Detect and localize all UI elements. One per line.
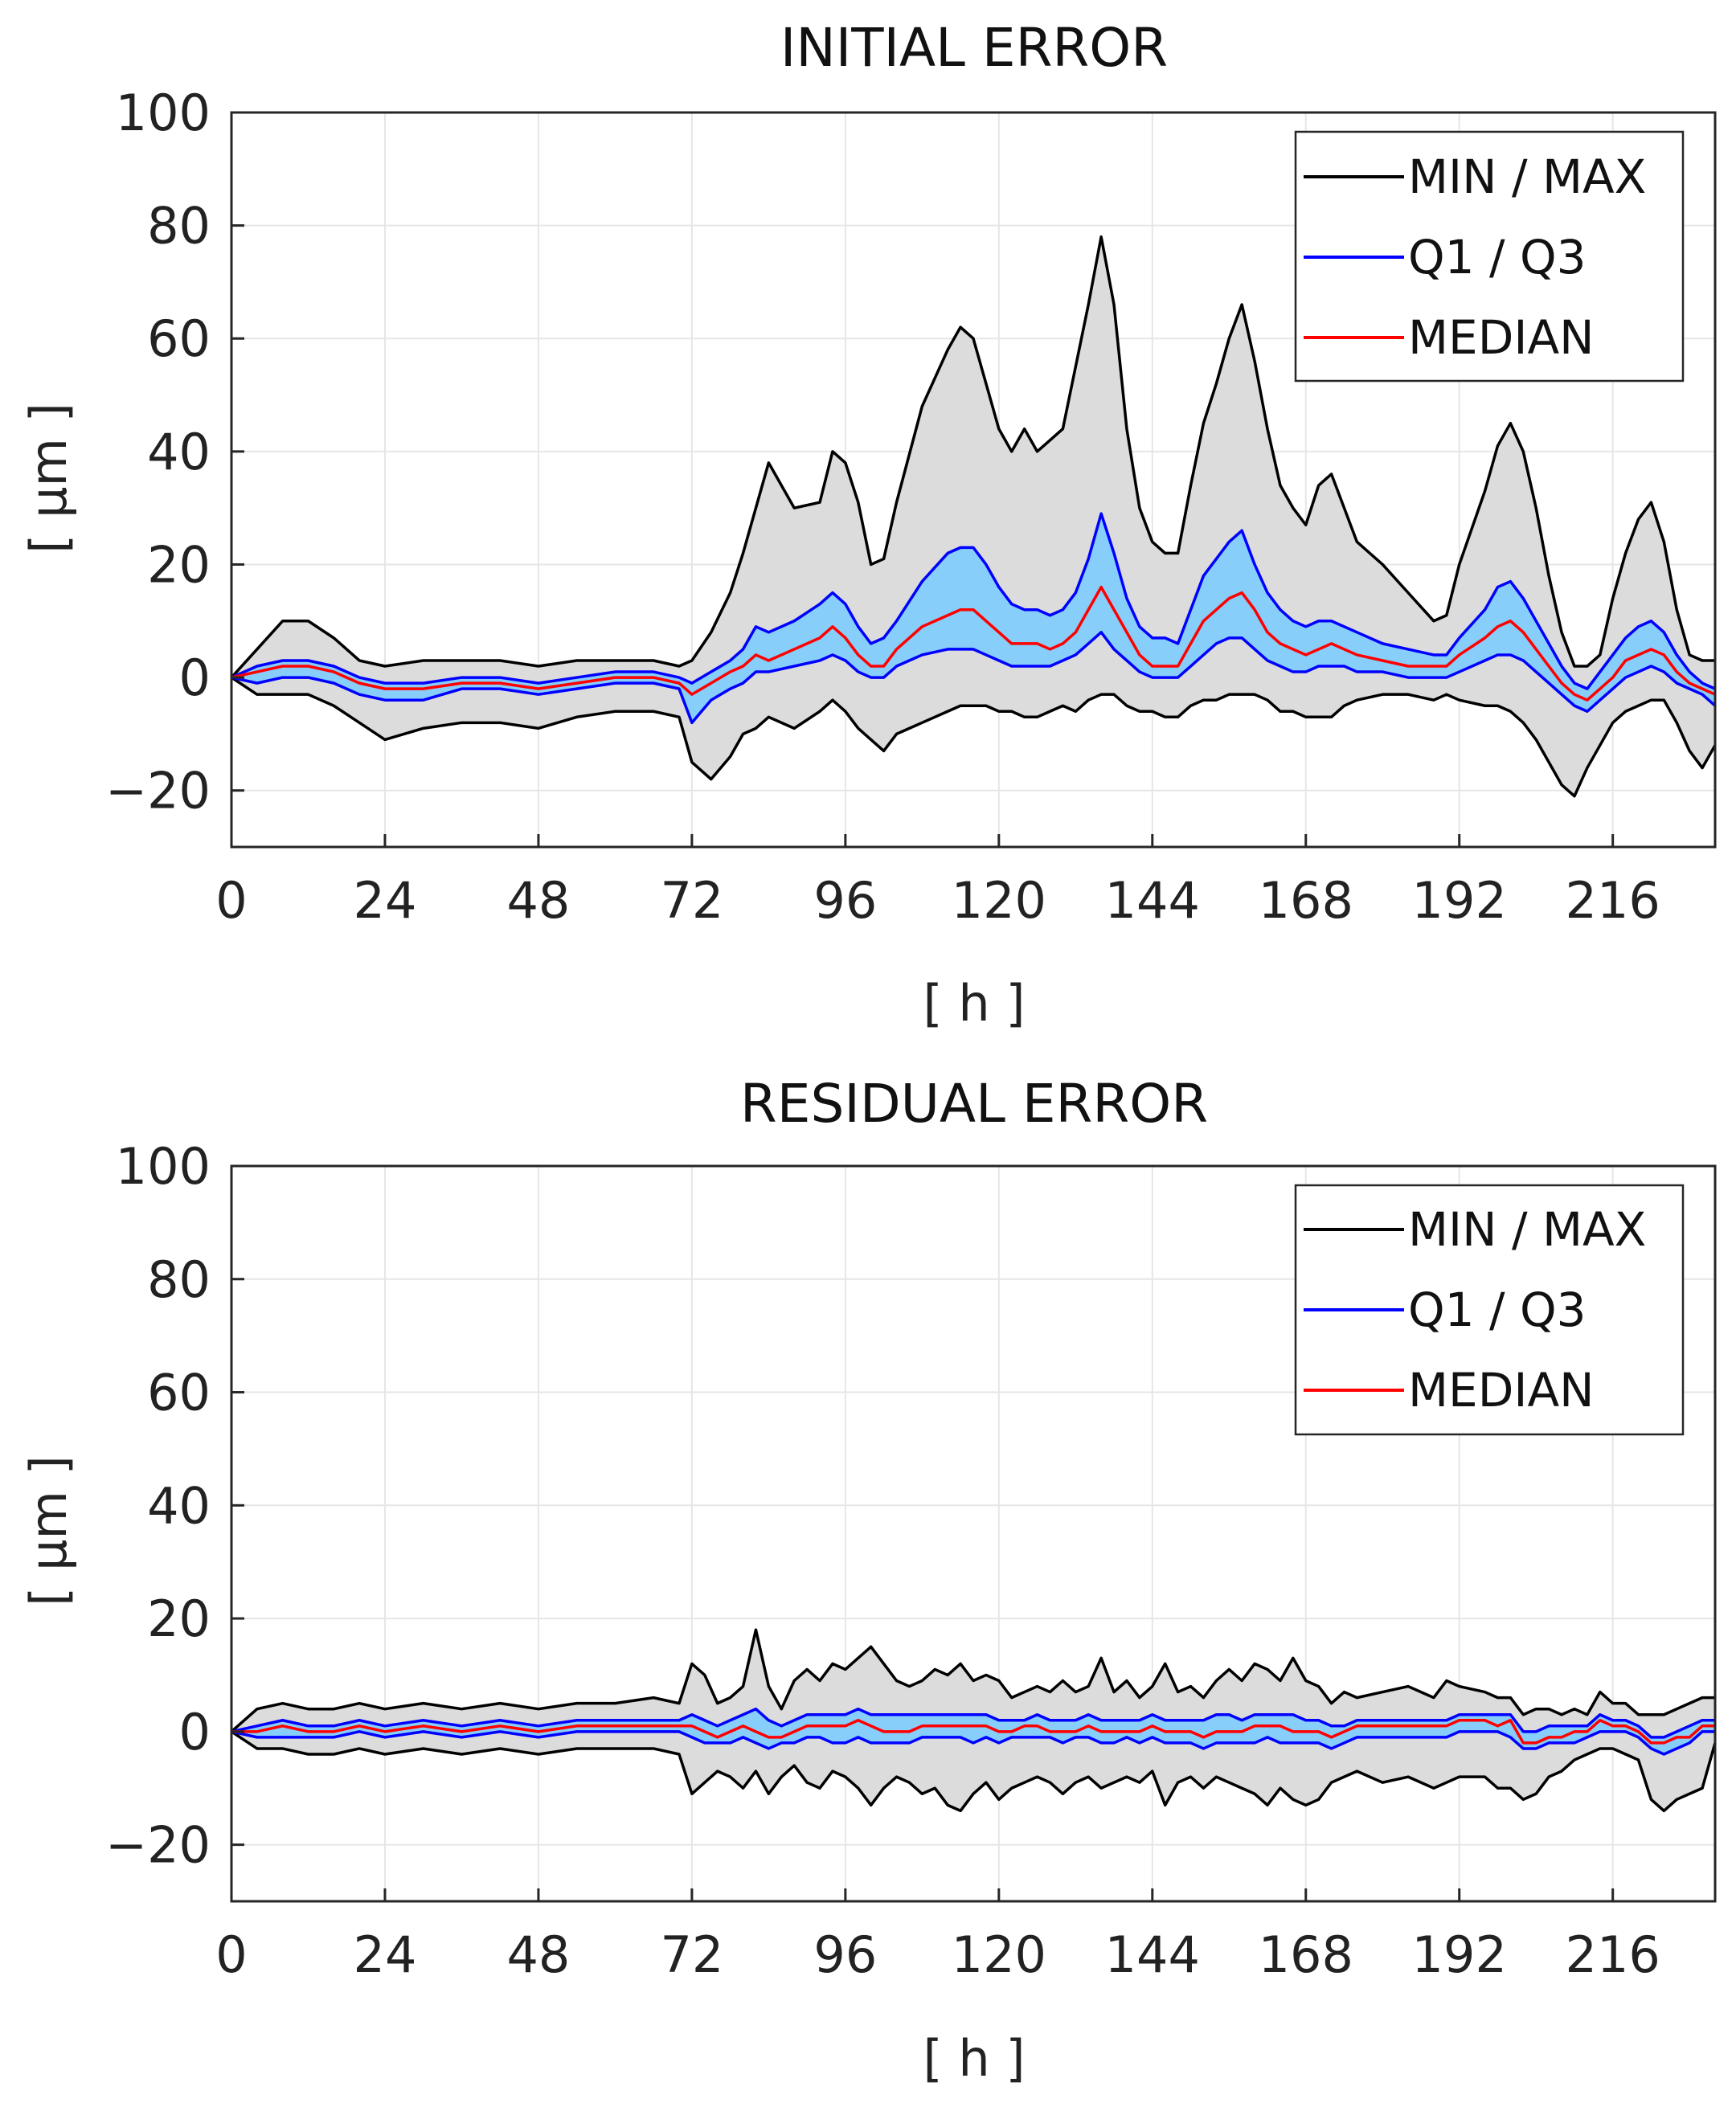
- legend-label-minmax: MIN / MAX: [1408, 1202, 1646, 1257]
- legend: MIN / MAX Q1 / Q3 MEDIAN: [1294, 130, 1685, 383]
- y-tick-label: 20: [147, 1589, 211, 1648]
- x-tick-label: 72: [660, 871, 723, 930]
- series-line-q3: [231, 1707, 1715, 1739]
- y-tick-label: 0: [179, 1703, 211, 1761]
- y-tick-label: 20: [147, 535, 211, 594]
- plot-area: [230, 1628, 1717, 1813]
- chart-title: INITIAL ERROR: [780, 17, 1168, 79]
- x-tick-label: 72: [660, 1925, 723, 1984]
- legend-label-median: MEDIAN: [1408, 310, 1595, 365]
- x-tick-label: 24: [354, 871, 417, 930]
- x-axis-ticks: 0 24 48 72 96 120 144 168 192 216: [215, 834, 1660, 930]
- series-line-q1: [231, 1730, 1715, 1756]
- y-tick-label: 100: [116, 84, 211, 142]
- x-tick-label: 96: [813, 871, 877, 930]
- x-tick-label: 216: [1566, 871, 1660, 930]
- x-tick-label: 168: [1259, 1925, 1353, 1984]
- y-tick-label: 40: [147, 1476, 211, 1535]
- legend-label-minmax: MIN / MAX: [1408, 149, 1646, 204]
- x-tick-label: 120: [952, 1925, 1046, 1984]
- x-tick-label: 216: [1566, 1925, 1660, 1984]
- y-tick-label: 40: [147, 423, 211, 481]
- y-tick-label: 0: [179, 648, 211, 707]
- x-axis-ticks: 0 24 48 72 96 120 144 168 192 216: [215, 1888, 1660, 1984]
- y-axis-ticks: 100 80 60 40 20 0 −20: [105, 84, 244, 820]
- series-line-median: [231, 1719, 1715, 1745]
- series-line-q1: [231, 631, 1717, 725]
- legend-label-median: MEDIAN: [1408, 1363, 1595, 1418]
- x-tick-label: 144: [1105, 1925, 1200, 1984]
- axes-frame: [230, 111, 1717, 849]
- y-tick-label: 80: [147, 197, 211, 256]
- y-tick-label: 80: [147, 1250, 211, 1309]
- legend: MIN / MAX Q1 / Q3 MEDIAN: [1294, 1184, 1685, 1436]
- x-axis-label: [ h ]: [923, 974, 1025, 1033]
- quartile-band: [231, 513, 1715, 723]
- x-tick-label: 120: [952, 871, 1046, 930]
- legend-label-quartiles: Q1 / Q3: [1408, 1283, 1587, 1337]
- legend-label-quartiles: Q1 / Q3: [1408, 230, 1587, 284]
- series-line-max: [230, 235, 1715, 679]
- series-line-min: [231, 1730, 1717, 1813]
- chart-title: RESIDUAL ERROR: [740, 1073, 1208, 1135]
- x-tick-label: 0: [215, 1925, 247, 1984]
- y-axis-ticks: 100 80 60 40 20 0 −20: [105, 1137, 244, 1875]
- series-line-min: [231, 676, 1717, 798]
- x-tick-label: 192: [1412, 1925, 1507, 1984]
- y-tick-label: 100: [116, 1137, 211, 1196]
- x-tick-label: 168: [1259, 871, 1353, 930]
- y-tick-label: 60: [147, 1364, 211, 1422]
- axes-frame: [230, 1164, 1717, 1903]
- x-tick-label: 144: [1105, 871, 1200, 930]
- x-tick-label: 48: [506, 871, 570, 930]
- x-axis-label: [ h ]: [923, 2029, 1025, 2088]
- x-tick-label: 48: [506, 1925, 570, 1984]
- series-line-median: [231, 585, 1716, 702]
- y-axis-label: [ μm ]: [19, 1455, 78, 1606]
- y-tick-label: 60: [147, 309, 211, 368]
- plot-area: [230, 235, 1717, 798]
- y-tick-label: −20: [105, 762, 211, 820]
- x-tick-label: 24: [354, 1925, 417, 1984]
- x-tick-label: 192: [1412, 871, 1507, 930]
- y-axis-label: [ μm ]: [19, 403, 78, 554]
- y-tick-label: −20: [105, 1816, 211, 1875]
- x-tick-label: 0: [215, 871, 247, 930]
- x-tick-label: 96: [813, 1925, 877, 1984]
- series-line-max: [230, 1628, 1715, 1733]
- series-line-q3: [231, 512, 1716, 690]
